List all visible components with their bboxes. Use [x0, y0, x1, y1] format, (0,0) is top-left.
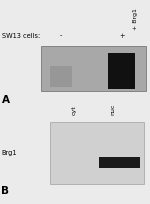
Bar [50, 122, 144, 184]
Text: -: - [60, 33, 62, 39]
Bar [50, 66, 72, 87]
Text: SW13 cells:: SW13 cells: [2, 33, 40, 39]
Text: nuc: nuc [111, 104, 116, 115]
Text: B: B [2, 186, 9, 196]
Bar [108, 53, 135, 89]
Text: +: + [120, 33, 125, 39]
Text: Brg1: Brg1 [2, 150, 17, 156]
Text: A: A [2, 95, 9, 105]
Bar [99, 157, 140, 168]
Bar [40, 46, 146, 91]
Text: + Brg1: + Brg1 [133, 8, 138, 30]
Text: cyt: cyt [72, 105, 77, 115]
